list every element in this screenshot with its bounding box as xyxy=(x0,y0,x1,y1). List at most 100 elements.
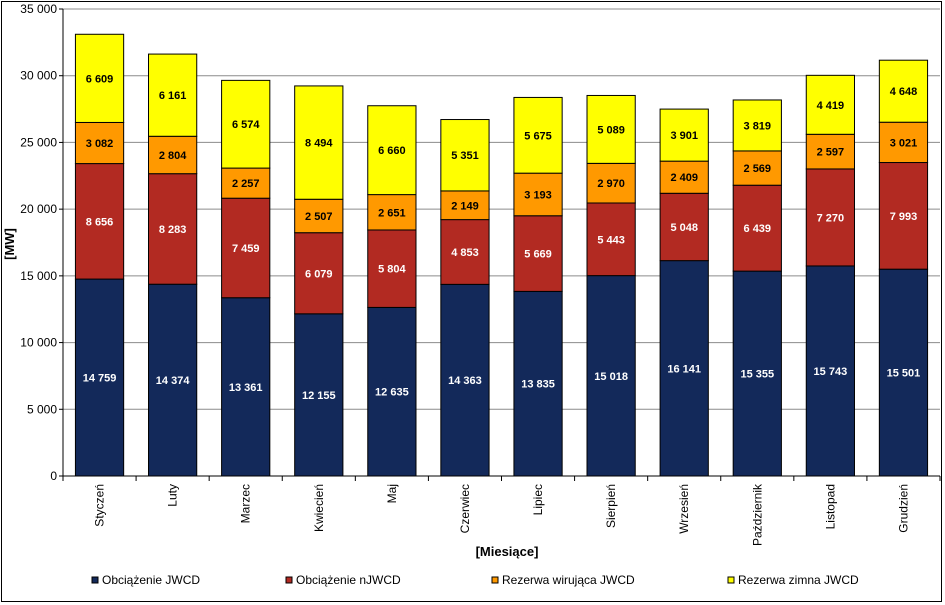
bar-segment xyxy=(367,306,417,477)
bar-segment xyxy=(221,79,271,169)
y-tick-label: 35 000 xyxy=(20,2,57,16)
data-label: 2 651 xyxy=(378,207,406,219)
bar-segment xyxy=(805,265,855,477)
legend-swatch xyxy=(285,576,293,584)
bar-segment xyxy=(440,119,490,192)
x-tick-label: Grudzień xyxy=(896,484,910,533)
bar-segment xyxy=(74,278,125,477)
data-label: 13 835 xyxy=(521,379,555,391)
data-label: 6 079 xyxy=(305,268,333,280)
y-tick-label: 25 000 xyxy=(20,135,57,149)
bar-segment xyxy=(74,163,125,280)
bar-segment xyxy=(586,94,636,164)
x-tick-label: Luty xyxy=(166,484,180,507)
legend-swatch xyxy=(91,576,99,584)
data-label: 5 669 xyxy=(524,249,552,261)
bar-segment xyxy=(74,121,125,165)
y-tick-labels: 0 5 000 10 000 15 000 20 000 25 000 30 000 35 0… xyxy=(20,2,57,483)
bar-segment xyxy=(878,268,929,477)
bar-segment xyxy=(440,283,490,477)
data-label: 8 656 xyxy=(86,216,114,228)
legend-label: Rezerwa wirująca JWCD xyxy=(502,573,635,587)
bar-segment xyxy=(878,162,929,270)
bar-segment xyxy=(513,215,563,292)
x-tick-label: Styczeń xyxy=(93,484,107,527)
data-label: 6 161 xyxy=(159,90,187,102)
bar-segment xyxy=(586,202,636,277)
data-label: 2 257 xyxy=(232,178,260,190)
data-label: 5 351 xyxy=(451,150,479,162)
data-label: 14 363 xyxy=(448,375,482,387)
data-label: 15 018 xyxy=(594,371,628,383)
bar-segment xyxy=(805,74,855,135)
bar-segment xyxy=(659,160,709,194)
bars: 14 759 8 656 3 082 6 609 14 374 8 283 2 804 6 1… xyxy=(74,33,929,477)
y-tick-label: 15 000 xyxy=(20,269,57,283)
bar-segment xyxy=(294,198,344,234)
bar-segment xyxy=(659,108,709,162)
data-label: 7 270 xyxy=(817,212,845,224)
data-label: 6 439 xyxy=(744,223,772,235)
data-label: 8 494 xyxy=(305,138,333,150)
x-tick-label: Wrzesień xyxy=(677,484,691,534)
data-label: 12 155 xyxy=(302,390,336,402)
bar-segment xyxy=(513,290,563,477)
gridlines xyxy=(63,8,940,410)
legend: Obciążenie JWCD Obciążenie nJWCD Rezerwa w… xyxy=(91,573,859,587)
legend-label: Obciążenie JWCD xyxy=(102,573,200,587)
data-label: 4 853 xyxy=(451,247,479,259)
data-label: 8 283 xyxy=(159,224,187,236)
data-label: 3 021 xyxy=(890,137,918,149)
bar-segment xyxy=(148,135,198,175)
data-label: 5 048 xyxy=(670,222,698,234)
data-label: 7 993 xyxy=(890,211,918,223)
data-label: 7 459 xyxy=(232,243,260,255)
bar-segment xyxy=(221,297,271,477)
bar-segment xyxy=(294,85,344,200)
x-tick-label: Kwiecień xyxy=(312,484,326,532)
y-tick-label: 30 000 xyxy=(20,69,57,83)
data-label: 5 675 xyxy=(524,130,552,142)
bar-segment xyxy=(732,150,782,186)
bar-segment xyxy=(878,59,929,123)
data-label: 2 970 xyxy=(597,178,625,190)
bar-segment xyxy=(513,172,563,217)
x-tick-label: Marzec xyxy=(239,484,253,523)
data-label: 2 149 xyxy=(451,200,479,212)
data-label: 4 648 xyxy=(890,86,918,98)
bar-segment xyxy=(367,229,417,308)
bar-segment xyxy=(513,96,563,174)
data-label: 15 743 xyxy=(814,366,848,378)
bar-segment xyxy=(148,283,198,477)
bar-segment xyxy=(367,105,417,196)
data-label: 2 409 xyxy=(670,172,698,184)
bar-segment xyxy=(74,33,125,123)
data-label: 2 569 xyxy=(744,163,772,175)
y-tick-label: 10 000 xyxy=(20,336,57,350)
bar-segment xyxy=(148,173,198,285)
data-label: 3 193 xyxy=(524,189,552,201)
x-tick-label: Sierpień xyxy=(604,484,618,528)
axes xyxy=(59,8,941,481)
x-tick-label: Listopad xyxy=(823,484,837,529)
legend-swatch xyxy=(491,576,499,584)
x-tick-label: Październik xyxy=(750,483,764,546)
data-label: 3 901 xyxy=(670,130,698,142)
bar-segment xyxy=(148,53,198,137)
y-tick-label: 0 xyxy=(50,469,57,483)
data-label: 14 759 xyxy=(83,373,117,385)
bar-segment xyxy=(294,232,344,315)
data-label: 2 597 xyxy=(817,147,845,159)
data-label: 14 374 xyxy=(156,375,191,387)
bar-segment xyxy=(732,99,782,152)
bar-segment xyxy=(221,197,271,299)
bar-segment xyxy=(586,275,636,477)
legend-label: Obciążenie nJWCD xyxy=(296,573,401,587)
bar-segment xyxy=(659,260,709,477)
bar-segment xyxy=(440,219,490,285)
x-tick-label: Maj xyxy=(385,484,399,503)
y-tick-label: 5 000 xyxy=(27,402,57,416)
bar-segment xyxy=(805,168,855,267)
y-axis-label: [MW] xyxy=(2,228,17,260)
data-label: 5 804 xyxy=(378,264,406,276)
